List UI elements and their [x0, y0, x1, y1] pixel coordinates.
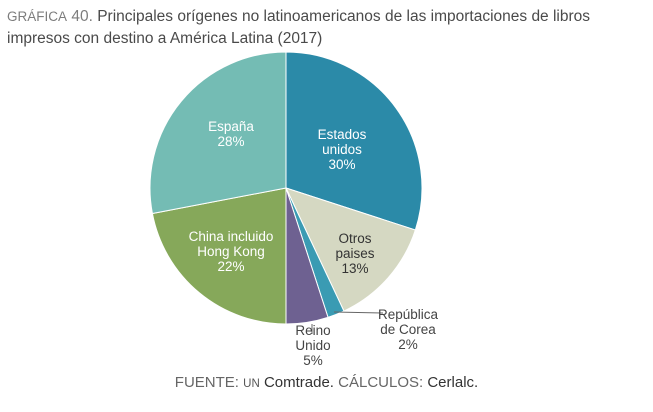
pie-slice	[149, 51, 287, 215]
slice-label: Reino Unido 5%	[295, 323, 330, 368]
chart-title: GRÁFICA 40. Principales orígenes no lati…	[7, 6, 647, 50]
slice-name: unidos	[322, 142, 362, 157]
slice-name: Estados	[318, 127, 367, 142]
slice-label: España 28%	[208, 119, 254, 149]
slice-percent: 13%	[341, 261, 368, 276]
slice-name: República	[378, 307, 439, 322]
slice-name: China incluido	[189, 229, 274, 244]
source-un: UN	[243, 378, 260, 390]
figure-number-value: 40.	[71, 8, 93, 25]
slice-percent: 28%	[217, 134, 244, 149]
slice-percent: 30%	[328, 157, 355, 172]
slice-label: República de Corea 2%	[378, 307, 439, 352]
calc-name: Cerlalc.	[427, 374, 479, 391]
leader-line	[333, 311, 384, 314]
slice-name: Reino	[295, 323, 330, 338]
calc-label: CÁLCULOS:	[338, 374, 424, 391]
pie-slice	[151, 187, 287, 325]
slice-name: Unido	[295, 338, 330, 353]
slice-label: Estados unidos 30%	[318, 127, 367, 172]
source-label: FUENTE:	[174, 374, 239, 391]
pie-slice	[285, 51, 423, 231]
figure-number: 40.	[67, 8, 93, 25]
slice-name: de Corea	[380, 322, 436, 337]
slice-percent: 2%	[398, 337, 418, 352]
chart-title-text: Principales orígenes no latinoamericanos…	[7, 8, 591, 47]
figure-tag: GRÁFICA	[7, 9, 68, 24]
slice-name: España	[208, 119, 254, 134]
source-name: Comtrade.	[263, 374, 334, 391]
slice-name: Hong Kong	[197, 244, 265, 259]
slice-label: Otros paises 13%	[335, 231, 374, 276]
source-note: FUENTE: UN Comtrade. CÁLCULOS: Cerlalc.	[0, 374, 653, 391]
slice-name: Otros	[338, 231, 371, 246]
pie-slice	[285, 187, 416, 312]
slice-percent: 5%	[303, 353, 323, 368]
slice-percent: 22%	[217, 259, 244, 274]
slice-name: paises	[335, 246, 374, 261]
slice-label: China incluido Hong Kong 22%	[189, 229, 274, 274]
